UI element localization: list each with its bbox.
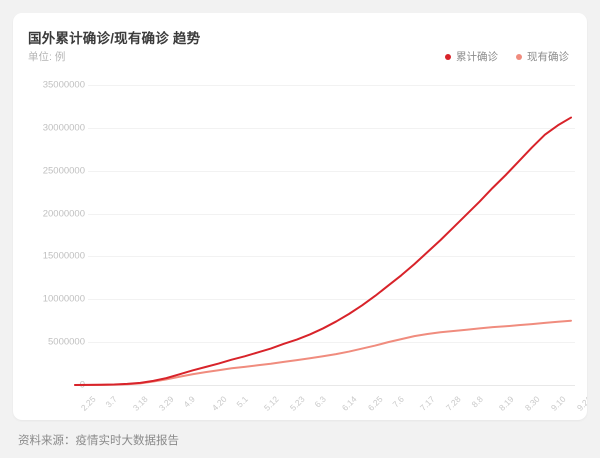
- y-axis-label: 20000000: [42, 208, 85, 220]
- gridline: [88, 385, 575, 386]
- gridline: [88, 170, 575, 172]
- chart-unit-label: 单位: 例: [28, 51, 66, 63]
- y-axis-label: 30000000: [42, 122, 85, 134]
- y-axis-label: 5000000: [48, 336, 85, 348]
- legend-item[interactable]: 累计确诊: [445, 49, 498, 64]
- y-axis-label: 15000000: [42, 250, 85, 262]
- gridline: [88, 299, 575, 301]
- y-axis-label: 10000000: [42, 293, 85, 305]
- chart-legend: 累计确诊 现有确诊: [445, 49, 569, 64]
- legend-dot-icon: [445, 53, 451, 60]
- chart-plot-area: 0 5000000 10000000 15000000 20000000 25000000…: [13, 13, 587, 420]
- gridline: [88, 256, 575, 258]
- series-line: [74, 319, 572, 386]
- series-line: [74, 116, 572, 386]
- y-axis-label: 35000000: [42, 79, 85, 91]
- gridline: [88, 342, 575, 344]
- legend-label: 累计确诊: [456, 51, 498, 63]
- gridline: [88, 85, 575, 86]
- source-note: 资料来源：疫情实时大数据报告: [18, 435, 179, 447]
- gridline: [88, 127, 575, 129]
- chart-card: 国外累计确诊/现有确诊 趋势 单位: 例 累计确诊 现有确诊 0 5000000 10…: [13, 13, 587, 420]
- chart-series-svg: [74, 116, 572, 386]
- legend-item[interactable]: 现有确诊: [516, 49, 569, 64]
- legend-label: 现有确诊: [527, 51, 569, 63]
- legend-dot-icon: [516, 53, 522, 60]
- gridline: [88, 213, 575, 215]
- y-axis-label: 25000000: [42, 165, 85, 177]
- page-title: 国外累计确诊/现有确诊 趋势: [28, 31, 201, 46]
